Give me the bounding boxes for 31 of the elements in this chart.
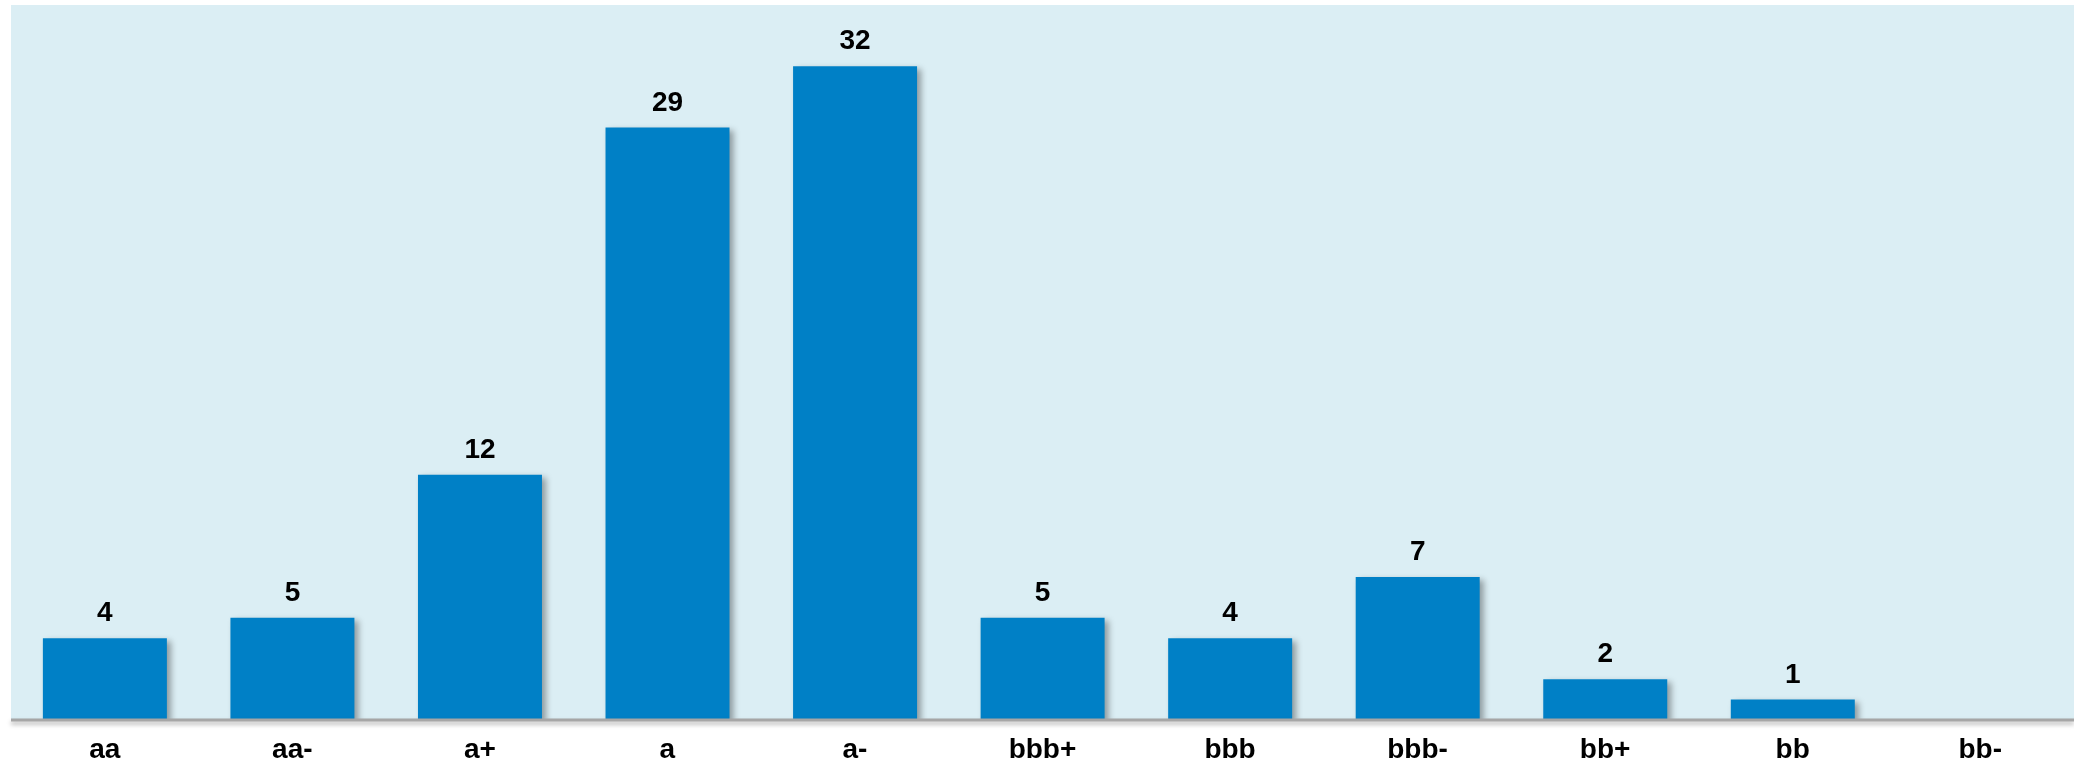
bar: [1168, 638, 1293, 720]
bar: [42, 638, 167, 720]
data-label: 2: [1597, 637, 1614, 669]
bar: [417, 474, 542, 720]
data-label: 7: [1409, 535, 1426, 566]
bar: [793, 66, 918, 720]
x-tick-label: a-: [842, 733, 868, 764]
bar: [980, 617, 1105, 720]
x-tick-label: bb+: [1579, 733, 1631, 764]
x-tick-label: aa: [89, 733, 121, 764]
data-label: 4: [1222, 596, 1239, 628]
data-label: 4: [97, 596, 114, 628]
data-label: 5: [284, 575, 301, 607]
data-label: 5: [1034, 575, 1051, 607]
x-tick-label: a+: [463, 733, 496, 764]
bar: [1355, 577, 1480, 720]
x-tick-label: a: [659, 733, 676, 764]
data-label: 1: [1785, 657, 1801, 689]
x-tick-label: bbb-: [1387, 733, 1448, 764]
x-tick-label: bb-: [1958, 733, 2002, 764]
data-label: 12: [464, 432, 496, 464]
x-tick-label: bbb+: [1008, 733, 1077, 764]
x-tick-label: bb: [1775, 733, 1810, 764]
bar: [230, 617, 355, 720]
data-label: 29: [651, 85, 684, 117]
x-tick-label: bbb: [1204, 733, 1256, 764]
bar: [1730, 699, 1855, 720]
bar: [605, 127, 730, 720]
data-label: 32: [839, 24, 871, 56]
x-tick-label: aa-: [272, 733, 313, 764]
bar: [1543, 679, 1668, 720]
